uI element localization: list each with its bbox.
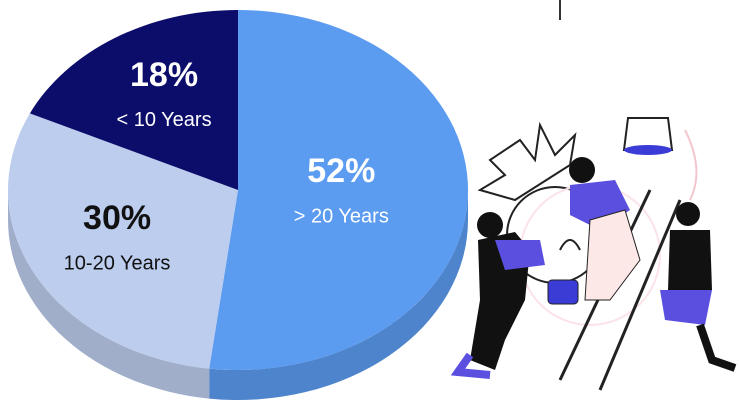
- value-label: 18%: [130, 56, 198, 94]
- value-label: 30%: [83, 199, 151, 237]
- slice: [209, 10, 468, 370]
- value-label: 52%: [307, 152, 375, 190]
- illustration: [450, 0, 737, 391]
- slice-side: [209, 190, 469, 401]
- pie: 52% > 20 Years 30% 10-20 Years 18% < 10 Years: [7, 10, 469, 401]
- category-label: > 20 Years: [294, 205, 389, 227]
- category-label: 10-20 Years: [64, 252, 171, 274]
- slice-side: [8, 190, 210, 399]
- slice: [29, 10, 239, 190]
- category-label: < 10 Years: [117, 109, 212, 131]
- slice: [7, 113, 239, 369]
